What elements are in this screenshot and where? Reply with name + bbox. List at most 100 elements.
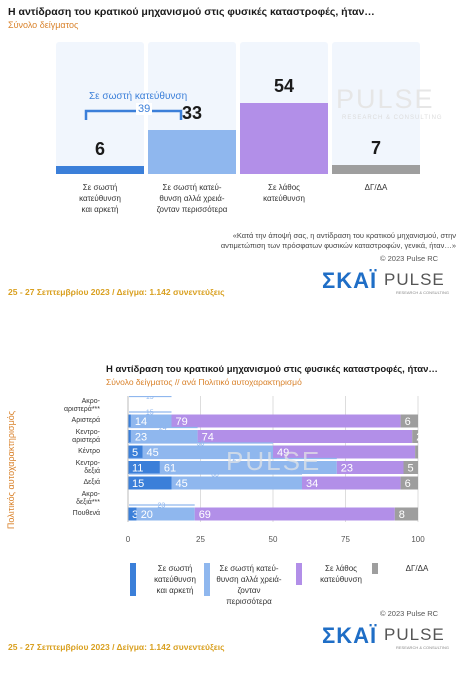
legend-swatch-1 [204,563,210,596]
x-tick-label-4: 100 [411,535,425,544]
bar-panel-2: 54 [240,42,328,174]
segment-r3-s0 [128,445,143,459]
y-axis-title-text: Πολιτικός αυτοχαρακτηρισμός [6,410,16,529]
pulse-logo-sub-top: RESEARCH & CONSULTING [396,290,450,295]
segment-label-r3-s2: 49 [277,447,289,459]
copyright-bottom: © 2023 Pulse RC [380,609,439,618]
segment-r5-s2 [302,476,401,490]
bottom-chart-title: Η αντίδραση του κρατικού μηχανισμού στις… [106,364,438,375]
survey-dates-bottom: 25 - 27 Σεπτεμβρίου 2023 / Δείγμα: 1.142… [8,642,225,652]
segment-label-r5-s3: 6 [405,478,411,490]
segment-label-r1-s3: 6 [405,416,411,428]
total-label-3: 50 [197,441,205,448]
segment-r7-s3 [394,507,418,521]
segment-r4-s2 [336,461,404,474]
x-tick-label-2: 50 [269,535,278,544]
segment-r5-s3 [400,476,418,490]
category-label-3: ΔΓ/ΔΑ [364,183,388,192]
segment-label-r7-s1: 20 [141,509,153,521]
bar-1 [148,130,236,174]
pulse-logo-sub-bottom: RESEARCH & CONSULTING [396,645,450,650]
survey-dates-top: 25 - 27 Σεπτεμβρίου 2023 / Δείγμα: 1.142… [8,287,225,297]
category-label-2: Σε λάθος κατεύθυνση [263,183,305,203]
segment-r2-s1 [130,430,198,443]
x-tick-label-3: 75 [341,535,350,544]
row-label-6: Ακρο-δεξιά*** [76,490,100,506]
row-label-1: Αριστερά [71,417,100,424]
bar-value-3: 7 [370,138,381,158]
segment-label-r4-s1: 61 [164,463,176,475]
segment-r7-s0 [128,507,137,521]
legend-label-1: Σε σωστή κατεύ-θυνση αλλά χρειά-ζονταν π… [216,564,282,606]
pulse-logo-top: PULSE [384,270,445,289]
segment-label-r5-s0: 15 [132,478,144,490]
annotation-value: 39 [136,103,153,115]
segment-r4-s0 [128,461,160,474]
total-label-1: 15 [146,410,154,417]
segment-r4-s3 [403,461,418,474]
segment-r2-s0 [128,430,131,443]
segment-r1-s3 [400,414,418,428]
total-label-4: 72 [229,456,237,463]
segment-label-r3-s3: 1 [419,447,425,459]
segment-label-r4-s2: 23 [341,463,353,475]
bar-panel-0: 6 [56,42,144,174]
segment-r5-s1 [171,476,302,490]
segment-label-r1-s2: 79 [176,416,188,428]
bar-value-1: 33 [181,103,203,123]
skai-logo-top: ΣΚΑΪ [322,268,378,293]
legend-label-0: Σε σωστή κατεύθυνση και αρκετή [154,564,196,595]
category-label-1: Σε σωστή κατεύ-θυνση αλλά χρειά-ζονταν π… [156,183,228,214]
row-label-0: Ακρο-αριστερά*** [64,397,100,413]
segment-label-r2-s3: 2 [416,432,422,444]
segment-r3-s3 [415,445,418,459]
top-chart-subtitle: Σύνολο δείγματος [8,20,79,30]
segment-label-r7-s3: 8 [399,509,405,521]
category-label-0: Σε σωστή κατεύθυνση και αρκετή [79,183,121,214]
legend-swatch-3 [372,563,378,574]
bar-2 [240,103,328,174]
total-label-5: 60 [211,472,219,479]
segment-r5-s0 [128,476,172,490]
bar-0 [56,166,144,174]
y-axis-title: Πολιτικός αυτοχαρακτηρισμός [6,410,16,529]
bottom-chart-subtitle: Σύνολο δείγματος // ανά Πολιτικό αυτοχαρ… [106,377,302,387]
bar-value-0: 6 [94,139,105,159]
copyright-top: © 2023 Pulse RC [380,254,439,263]
watermark-logo-sub: RESEARCH & CONSULTING [342,115,443,121]
total-label-7: 23 [157,503,165,510]
question-footnote: «Κατά την άποψή σας, η αντίδραση του κρα… [116,231,456,251]
segment-r7-s2 [194,507,395,521]
stacked-bar-chart: 0255075100151147961512374224545491501161… [126,396,425,544]
footnote-line-2: αντιμετώπιση των πρόσφατων φυσικών κατασ… [220,241,456,250]
segment-r1-s0 [128,414,131,428]
row-label-4: Κεντρο-δεξιά [75,459,100,475]
bar-3 [332,165,420,174]
segment-label-r7-s2: 69 [199,509,211,521]
segment-label-r1-s1: 14 [135,416,147,428]
legend-swatch-0 [130,563,136,596]
bar-panel-1: 33 [148,42,236,174]
segment-r3-s2 [273,445,416,459]
legend-label-2: Σε λάθος κατεύθυνση [320,564,362,584]
segment-r3-s1 [142,445,273,459]
segment-label-r5-s1: 45 [176,478,188,490]
segment-label-r2-s2: 74 [202,432,214,444]
bar-panel-3: 7 [332,42,420,174]
segment-r2-s3 [412,430,418,443]
segment-r4-s1 [159,461,337,474]
pulse-logo-bottom: PULSE [384,625,445,644]
top-chart-title: Η αντίδραση του κρατικού μηχανισμού στις… [8,6,375,18]
segment-r7-s1 [136,507,195,521]
total-label-2: 24 [159,425,167,432]
legend-swatch-2 [296,563,302,585]
segment-r2-s2 [197,430,413,443]
row-label-7: Πουθενά [72,510,100,517]
segment-label-r7-s0: 3 [132,509,138,521]
annotation-bracket [84,109,183,120]
footnote-line-1: «Κατά την άποψή σας, η αντίδραση του κρα… [232,231,456,240]
skai-logo-bottom: ΣΚΑΪ [322,623,378,648]
segment-r1-s2 [171,414,401,428]
segment-r1-s1 [130,414,172,428]
segment-label-r3-s0: 5 [132,447,138,459]
